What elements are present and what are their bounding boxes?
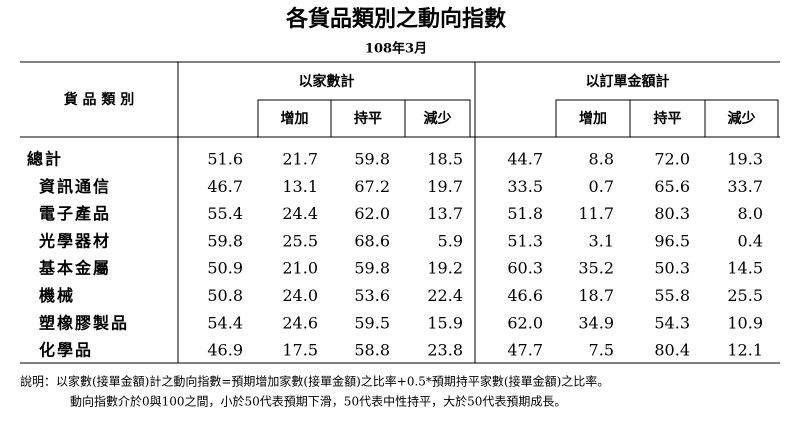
group-header: 以訂單金額計	[586, 73, 670, 90]
cell: 33.7	[727, 177, 763, 196]
cell: 68.6	[354, 231, 390, 250]
cell: 19.7	[427, 177, 463, 196]
cell: 11.7	[578, 204, 614, 223]
cell: 44.7	[507, 150, 543, 169]
cell: 24.6	[282, 313, 318, 332]
title: 各貨品類別之動向指數	[285, 6, 506, 32]
cell: 25.5	[282, 231, 318, 250]
header-cell	[704, 99, 779, 138]
row-label: 基本金屬	[38, 259, 111, 278]
cell: 23.8	[427, 341, 463, 360]
cell: 55.8	[654, 286, 690, 305]
cell: 54.4	[207, 313, 243, 332]
row-label: 電子產品	[39, 204, 111, 223]
row-label: 總計	[27, 150, 63, 169]
note: 說明：以家數(接單金額)計之動向指數=預期增加家數(接單金額)之比率+0.5*預…	[20, 374, 609, 389]
cell: 8.8	[589, 150, 614, 169]
cell: 10.9	[727, 313, 763, 332]
row-label: 化學品	[39, 341, 93, 360]
cell: 50.8	[207, 286, 243, 305]
cell: 19.2	[427, 259, 463, 278]
group-header: 以家數計	[299, 73, 355, 90]
cell: 0.7	[589, 177, 614, 196]
cell: 15.9	[427, 313, 463, 332]
cell: 67.2	[354, 177, 390, 196]
cell: 59.8	[354, 259, 390, 278]
header-cell	[404, 99, 471, 138]
column-header: 增加	[579, 110, 607, 127]
cell: 21.0	[282, 259, 318, 278]
row-label: 塑橡膠製品	[39, 313, 129, 332]
cell: 0.4	[738, 231, 763, 250]
cell: 62.0	[354, 204, 390, 223]
cell: 24.0	[282, 286, 318, 305]
cell: 18.7	[578, 286, 614, 305]
cell: 22.4	[427, 286, 463, 305]
cell: 47.7	[507, 341, 543, 360]
cell: 14.5	[727, 259, 763, 278]
cell: 72.0	[654, 150, 690, 169]
subtitle: 108年3月	[365, 41, 427, 57]
cell: 33.5	[507, 177, 543, 196]
cell: 50.9	[207, 259, 243, 278]
column-header: 增加	[281, 110, 309, 127]
row-label: 機械	[39, 286, 75, 305]
cell: 46.9	[207, 341, 243, 360]
cell: 59.8	[207, 231, 243, 250]
cell: 53.6	[354, 286, 390, 305]
cell: 3.1	[589, 231, 614, 250]
cell: 13.1	[282, 177, 318, 196]
cell: 51.8	[507, 204, 543, 223]
cell: 19.3	[727, 150, 763, 169]
cell: 80.4	[654, 341, 690, 360]
cell: 46.6	[507, 286, 543, 305]
cell: 46.7	[207, 177, 243, 196]
cell: 21.7	[282, 150, 318, 169]
cell: 7.5	[589, 341, 614, 360]
category-header: 貨 品 類 別	[63, 91, 135, 108]
cell: 17.5	[282, 341, 318, 360]
cell: 24.4	[282, 204, 318, 223]
cell: 51.6	[207, 150, 243, 169]
cell: 60.3	[507, 259, 543, 278]
cell: 13.7	[427, 204, 463, 223]
cell: 34.9	[578, 313, 614, 332]
row-label: 光學器材	[38, 231, 111, 250]
cell: 8.0	[738, 204, 763, 223]
cell: 62.0	[507, 313, 543, 332]
cell: 55.4	[207, 204, 243, 223]
cell: 25.5	[727, 286, 763, 305]
note: 動向指數介於0與100之間，小於50代表預期下滑，50代表中性持平，大於50代表…	[70, 394, 566, 409]
cell: 51.3	[507, 231, 543, 250]
row-label: 資訊通信	[39, 177, 111, 196]
cell: 80.3	[654, 204, 690, 223]
cell: 59.8	[354, 150, 390, 169]
column-header: 持平	[654, 110, 682, 127]
cell: 58.8	[354, 341, 390, 360]
cell: 18.5	[427, 150, 463, 169]
cell: 35.2	[578, 259, 614, 278]
cell: 65.6	[654, 177, 690, 196]
column-header: 減少	[424, 110, 452, 127]
cell: 96.5	[654, 231, 690, 250]
column-header: 持平	[354, 110, 382, 127]
cell: 59.5	[354, 313, 390, 332]
cell: 5.9	[438, 231, 463, 250]
cell: 50.3	[654, 259, 690, 278]
cell: 54.3	[654, 313, 690, 332]
cell: 12.1	[727, 341, 763, 360]
column-header: 減少	[728, 110, 756, 127]
